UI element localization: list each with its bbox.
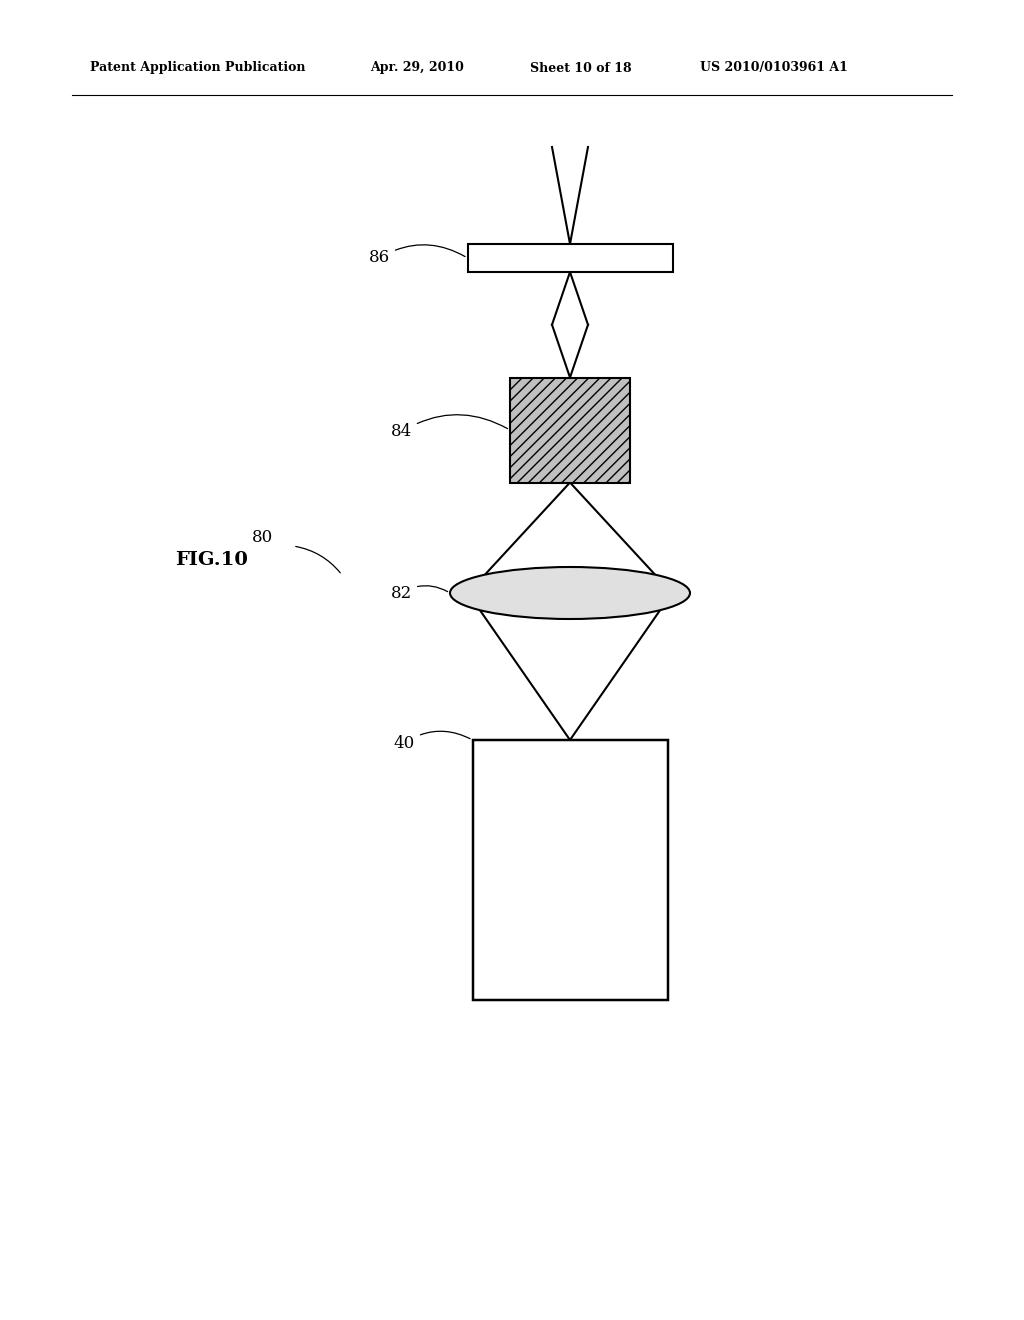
Bar bbox=[472, 741, 668, 1001]
Text: Apr. 29, 2010: Apr. 29, 2010 bbox=[370, 62, 464, 74]
Text: 40: 40 bbox=[394, 731, 470, 751]
Text: FIG.10: FIG.10 bbox=[175, 550, 248, 569]
Text: US 2010/0103961 A1: US 2010/0103961 A1 bbox=[700, 62, 848, 74]
Ellipse shape bbox=[450, 568, 690, 619]
Text: 82: 82 bbox=[391, 585, 447, 602]
Text: Patent Application Publication: Patent Application Publication bbox=[90, 62, 305, 74]
Text: 86: 86 bbox=[369, 244, 465, 267]
Text: 80: 80 bbox=[252, 528, 273, 545]
Bar bbox=[510, 378, 630, 483]
Bar bbox=[468, 244, 673, 272]
Text: 84: 84 bbox=[391, 414, 508, 441]
Text: Sheet 10 of 18: Sheet 10 of 18 bbox=[530, 62, 632, 74]
